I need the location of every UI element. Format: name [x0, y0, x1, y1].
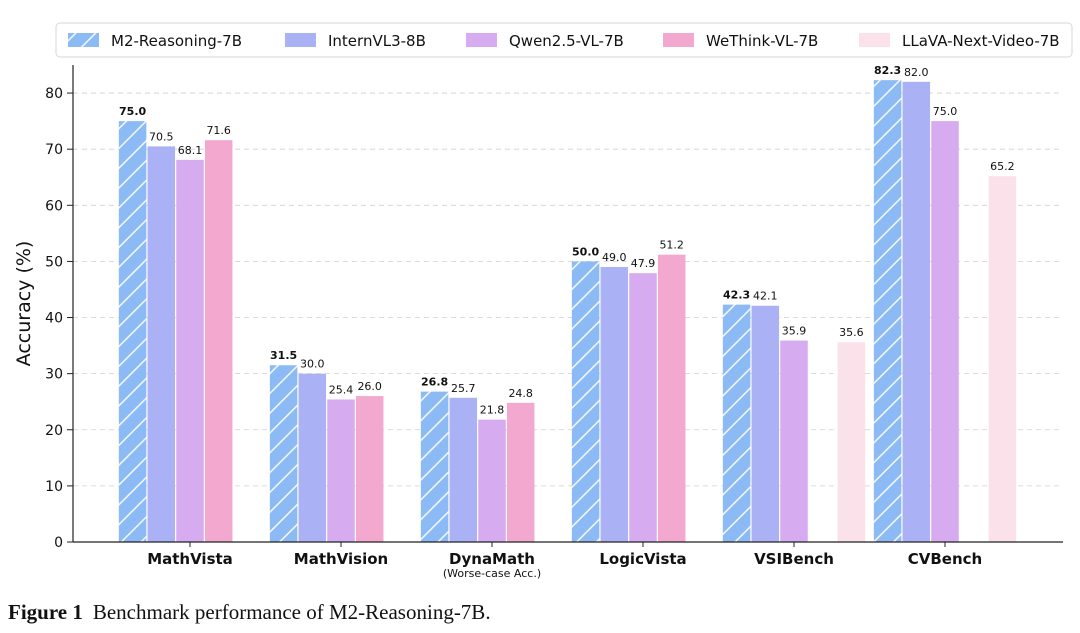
x-tick-label-vsibench: VSIBench: [754, 550, 834, 568]
caption-label: Figure 1: [8, 600, 83, 624]
legend-swatch-llava-next-video-7b: [859, 33, 890, 47]
bar-wethink-vl-7b-logicvista: [657, 254, 686, 542]
bar-llava-next-video-7b-vsibench: [837, 342, 866, 542]
x-tick-label-logicvista: LogicVista: [599, 550, 686, 568]
value-label-m2-reasoning-7b-mathvista: 75.0: [119, 105, 146, 118]
value-label-llava-next-video-7b-cvbench: 65.2: [990, 160, 1015, 173]
value-label-qwen2-5-vl-7b-vsibench: 35.9: [782, 325, 807, 338]
value-label-internvl3-8b-vsibench: 42.1: [753, 290, 778, 303]
value-label-qwen2-5-vl-7b-mathvision: 25.4: [329, 383, 354, 396]
bar-internvl3-8b-cvbench: [902, 81, 931, 542]
benchmark-bar-chart: 0 10 20 30 40 50 60 70 80 Accuracy (%) MathVista Ma…: [13, 22, 1073, 580]
value-label-internvl3-8b-dynamath: 25.7: [451, 382, 476, 395]
bar-qwen2-5-vl-7b-dynamath: [478, 419, 506, 542]
value-label-llava-next-video-7b-vsibench: 35.6: [839, 326, 864, 339]
legend-swatch-qwen2-5-vl-7b: [466, 33, 497, 47]
bar-m2-reasoning-7b-cvbench: [873, 80, 902, 542]
value-label-qwen2-5-vl-7b-logicvista: 47.9: [631, 257, 656, 270]
legend-swatch-m2-reasoning-7b: [68, 33, 99, 47]
value-label-m2-reasoning-7b-logicvista: 50.0: [572, 245, 599, 258]
legend: M2-Reasoning-7B InternVL3-8B Qwen2.5-VL-7B…: [55, 22, 1073, 58]
y-axis-label: Accuracy (%): [13, 241, 35, 367]
figure-caption: Figure 1 Benchmark performance of M2-Reas…: [8, 600, 491, 625]
value-label-internvl3-8b-mathvista: 70.5: [149, 130, 174, 143]
legend-label-internvl3-8b: InternVL3-8B: [328, 32, 426, 50]
legend-label-wethink-vl-7b: WeThink-VL-7B: [706, 32, 818, 50]
bar-wethink-vl-7b-dynamath: [506, 402, 535, 542]
x-tick-label-dynamath: DynaMath: [449, 550, 535, 568]
bar-m2-reasoning-7b-vsibench: [722, 304, 751, 542]
y-tick-label-20: 20: [45, 423, 63, 439]
bar-internvl3-8b-mathvista: [147, 146, 176, 542]
legend-label-m2-reasoning-7b: M2-Reasoning-7B: [111, 32, 242, 50]
value-label-wethink-vl-7b-dynamath: 24.8: [508, 387, 533, 400]
value-label-m2-reasoning-7b-mathvision: 31.5: [270, 349, 297, 362]
legend-frame: [55, 22, 1073, 58]
y-tick-label-80: 80: [45, 86, 63, 102]
x-tick-label-mathvision: MathVision: [294, 550, 388, 568]
bar-qwen2-5-vl-7b-vsibench: [780, 340, 808, 542]
bar-wethink-vl-7b-mathvista: [204, 140, 233, 543]
legend-label-llava-next-video-7b: LLaVA-Next-Video-7B: [902, 32, 1060, 50]
value-label-wethink-vl-7b-mathvision: 26.0: [357, 380, 382, 393]
bar-qwen2-5-vl-7b-logicvista: [629, 273, 657, 542]
bar-qwen2-5-vl-7b-mathvision: [327, 399, 355, 542]
y-tick-label-0: 0: [54, 535, 63, 551]
bar-internvl3-8b-logicvista: [600, 267, 629, 542]
value-label-qwen2-5-vl-7b-dynamath: 21.8: [480, 404, 505, 417]
y-tick-label-60: 60: [45, 198, 63, 214]
bar-m2-reasoning-7b-mathvista: [118, 121, 147, 542]
bar-m2-reasoning-7b-logicvista: [571, 261, 600, 542]
value-label-internvl3-8b-cvbench: 82.0: [904, 66, 929, 79]
value-label-internvl3-8b-mathvision: 30.0: [300, 358, 325, 371]
value-label-m2-reasoning-7b-vsibench: 42.3: [723, 289, 750, 302]
bar-qwen2-5-vl-7b-cvbench: [931, 121, 959, 542]
bar-llava-next-video-7b-cvbench: [988, 176, 1017, 542]
value-label-internvl3-8b-logicvista: 49.0: [602, 251, 627, 264]
value-label-wethink-vl-7b-logicvista: 51.2: [659, 239, 684, 252]
y-tick-label-10: 10: [45, 479, 63, 495]
bar-internvl3-8b-vsibench: [751, 305, 780, 542]
value-label-m2-reasoning-7b-dynamath: 26.8: [421, 376, 448, 389]
bar-m2-reasoning-7b-mathvision: [269, 365, 298, 542]
value-label-qwen2-5-vl-7b-cvbench: 75.0: [933, 105, 958, 118]
caption-text: Benchmark performance of M2-Reasoning-7B…: [92, 600, 491, 624]
y-tick-label-70: 70: [45, 142, 63, 158]
bar-m2-reasoning-7b-dynamath: [420, 391, 449, 542]
x-tick-label-mathvista: MathVista: [147, 550, 233, 568]
x-tick-sublabel-dynamath: (Worse-case Acc.): [443, 567, 541, 580]
y-tick-label-40: 40: [45, 311, 63, 327]
x-tick-label-cvbench: CVBench: [908, 550, 982, 568]
legend-swatch-wethink-vl-7b: [663, 33, 694, 47]
legend-label-qwen2-5-vl-7b: Qwen2.5-VL-7B: [509, 32, 624, 50]
value-label-wethink-vl-7b-mathvista: 71.6: [206, 124, 231, 137]
value-label-m2-reasoning-7b-cvbench: 82.3: [874, 64, 901, 77]
bar-wethink-vl-7b-mathvision: [355, 396, 384, 542]
y-tick-label-50: 50: [45, 254, 63, 270]
bar-internvl3-8b-dynamath: [449, 397, 478, 542]
value-label-qwen2-5-vl-7b-mathvista: 68.1: [178, 144, 203, 157]
bar-internvl3-8b-mathvision: [298, 373, 327, 542]
y-tick-label-30: 30: [45, 367, 63, 383]
legend-swatch-internvl3-8b: [285, 33, 316, 47]
bar-qwen2-5-vl-7b-mathvista: [176, 159, 204, 543]
